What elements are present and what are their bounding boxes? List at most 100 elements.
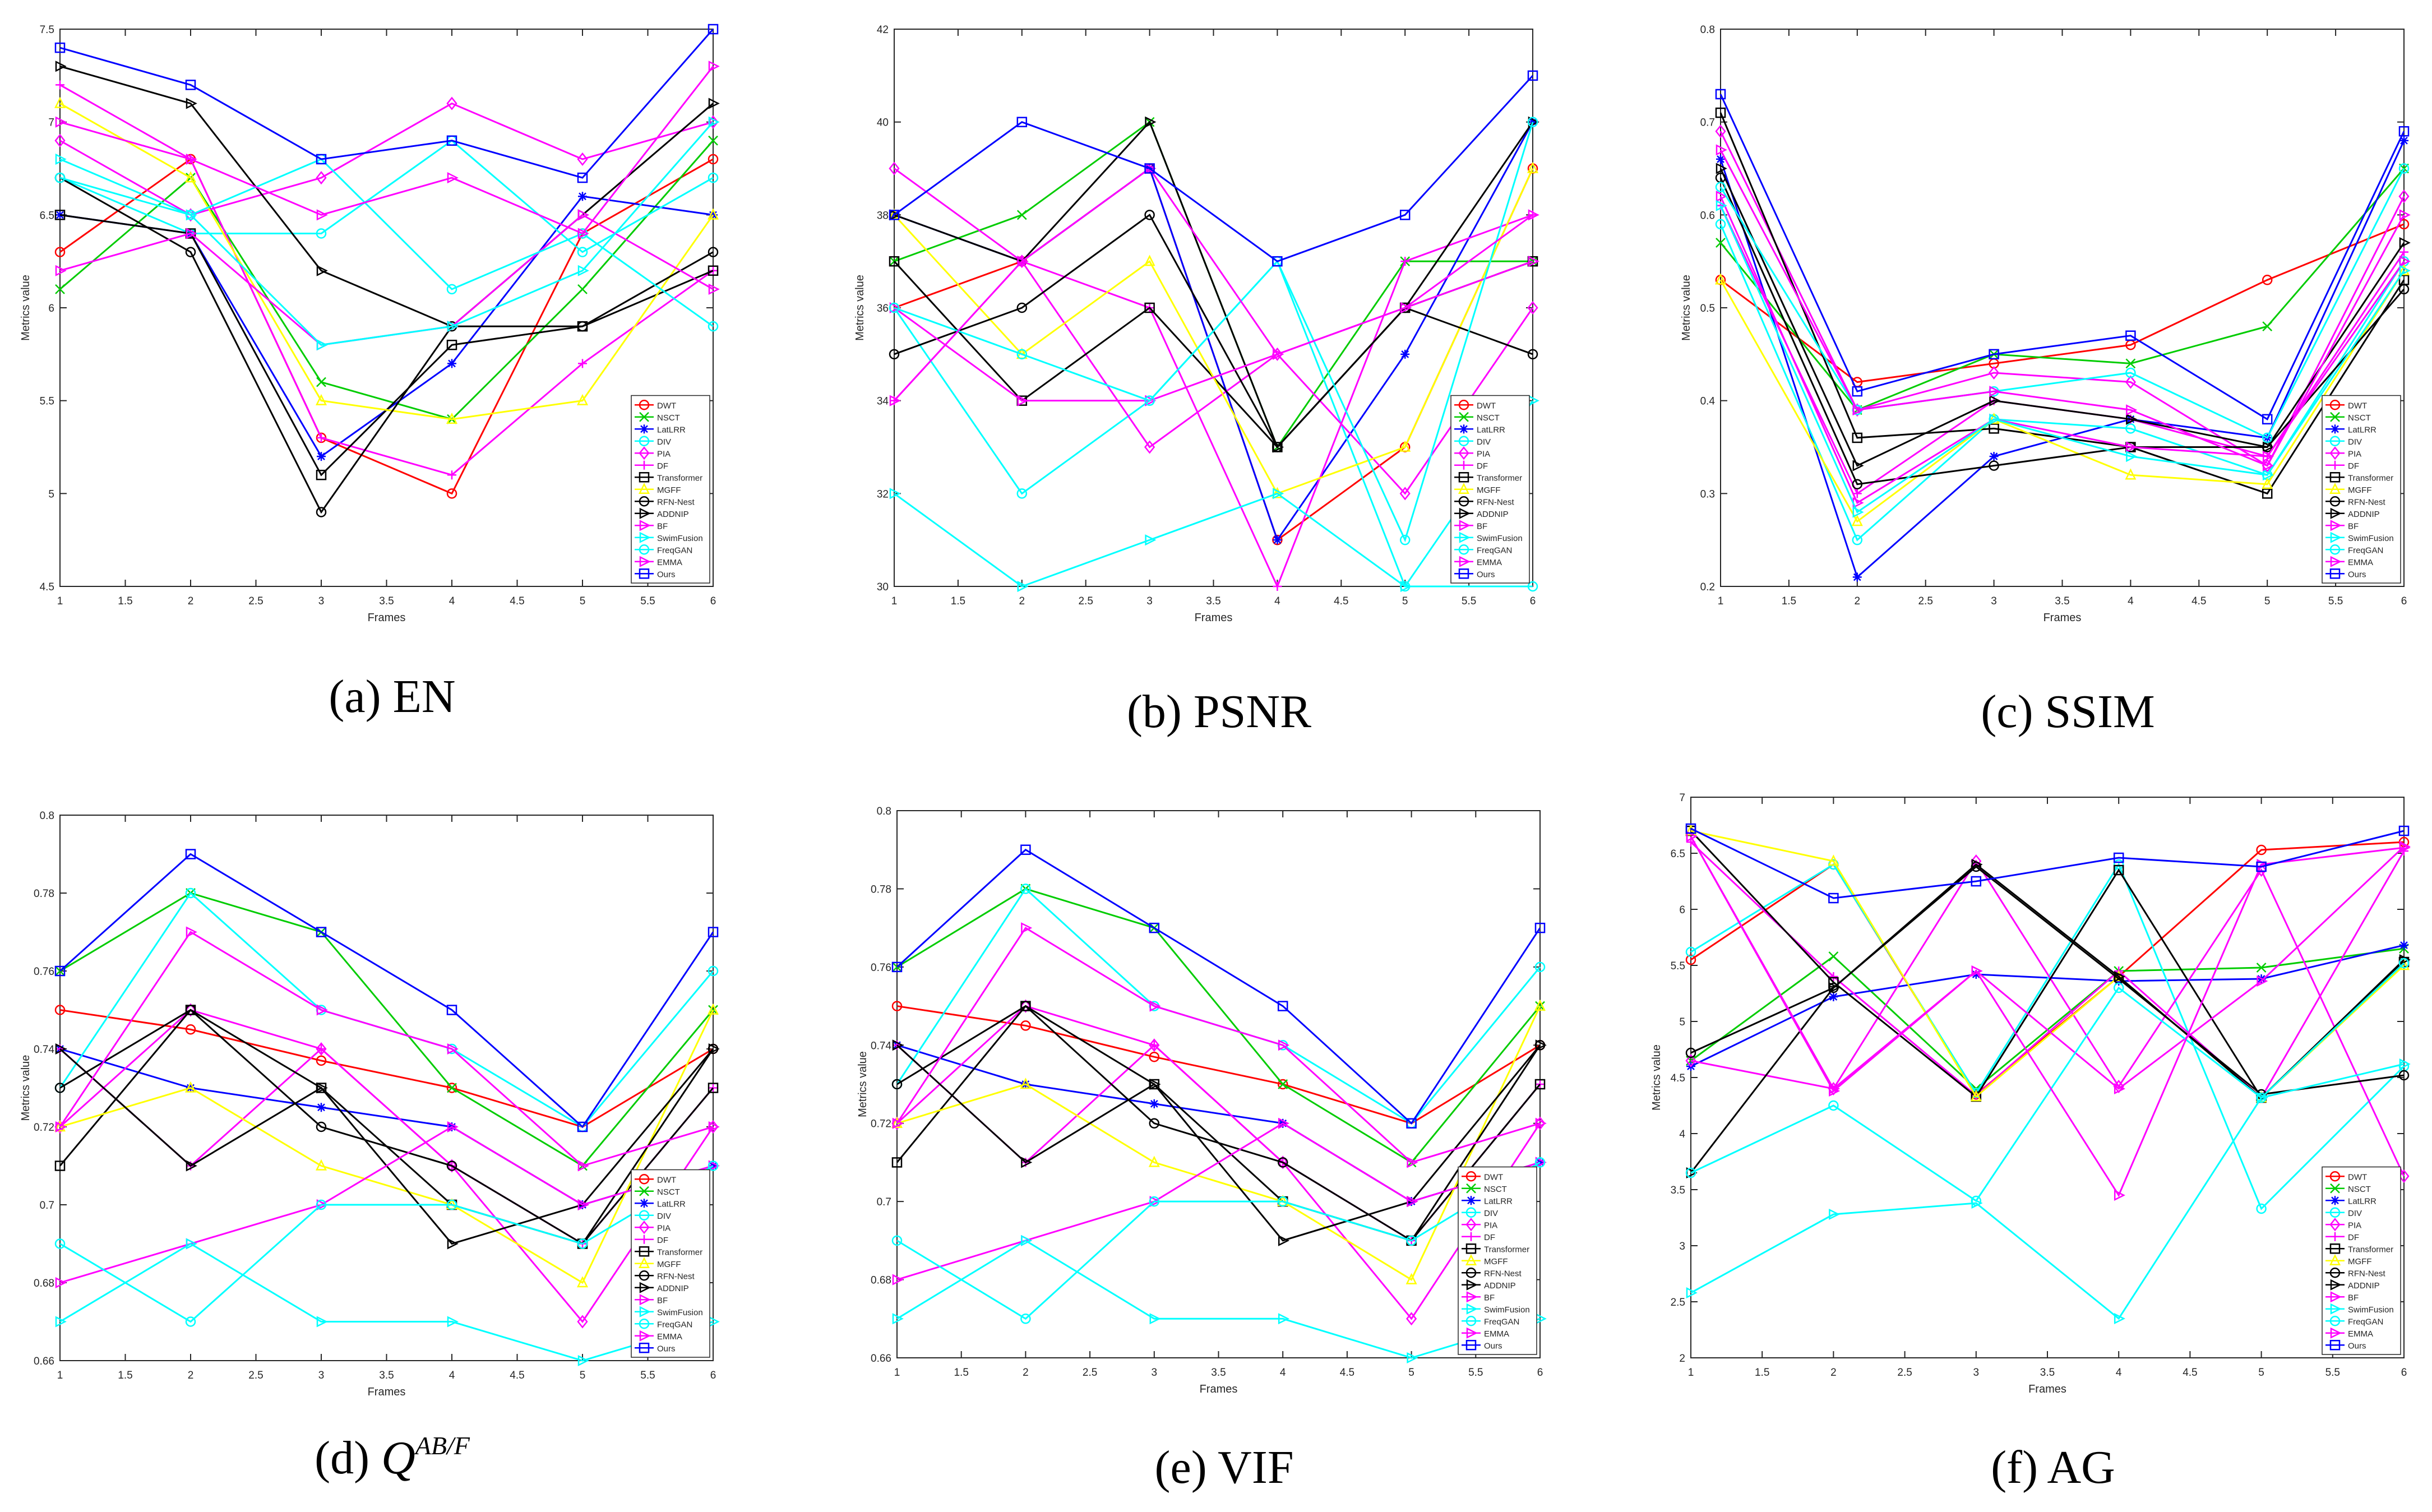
data-point-swimfusion	[447, 1316, 459, 1328]
data-point-mgff	[707, 208, 719, 220]
legend-entry: FreqGAN	[2348, 545, 2383, 555]
legend-entry: MGFF	[1484, 1257, 1508, 1266]
y-tick-label: 0.66	[871, 1353, 891, 1365]
data-point-addnip	[1716, 163, 1727, 174]
legend-marker	[1465, 1243, 1477, 1254]
data-point-nsct	[2125, 358, 2136, 369]
legend-marker	[639, 1282, 651, 1293]
data-point-emma	[2399, 841, 2411, 854]
y-tick-label: 6.5	[1671, 848, 1685, 860]
data-point-latlrr	[317, 452, 326, 461]
series-line-emma	[893, 167, 1533, 401]
data-point-emma	[1716, 144, 1727, 156]
legend-marker	[2330, 1279, 2342, 1291]
data-point-pia	[577, 152, 588, 166]
legend-entry: Ours	[1477, 570, 1495, 579]
data-point-swimfusion	[2114, 1312, 2125, 1325]
legend-entry: EMMA	[1484, 1329, 1509, 1339]
data-point-latlrr	[1971, 970, 1981, 979]
data-point-swimfusion	[577, 1354, 589, 1367]
y-tick-label: 36	[877, 303, 889, 315]
y-tick-label: 4.5	[1671, 1072, 1685, 1084]
data-point-rfn-nest	[1016, 302, 1028, 313]
x-tick-label: 2.5	[248, 1370, 263, 1381]
x-tick-label: 1.5	[1782, 595, 1796, 607]
legend-marker	[639, 411, 649, 422]
data-point-df	[317, 433, 326, 442]
legend-marker	[2331, 1232, 2339, 1241]
y-tick-label: 7	[1679, 792, 1685, 804]
data-point-div	[708, 965, 719, 977]
x-tick-label: 3	[318, 595, 325, 607]
data-point-latlrr	[578, 192, 587, 201]
legend: DWT NSCT LatLRR DIV PIA DF Transformer MGFF RFN-…	[631, 395, 710, 584]
data-point-bf	[2257, 975, 2268, 987]
series-line-ours	[1719, 94, 2405, 420]
data-point-swimfusion	[1149, 1313, 1161, 1325]
data-point-swimfusion	[1407, 1352, 1418, 1364]
data-point-freqgan	[708, 1160, 719, 1171]
legend-marker	[639, 1319, 650, 1329]
data-point-mgff	[1527, 161, 1539, 173]
panel-caption: (d) QAB/F	[315, 1431, 470, 1484]
legend-entry: Ours	[1484, 1341, 1502, 1351]
data-point-ours	[2398, 126, 2410, 137]
data-point-latlrr	[2399, 941, 2408, 950]
data-point-mgff	[1970, 1090, 1982, 1102]
data-point-freqgan	[1527, 117, 1538, 127]
data-point-transformer	[1852, 432, 1863, 443]
y-tick-label: 0.5	[1700, 303, 1715, 315]
x-tick-label: 2	[1830, 1367, 1837, 1379]
x-tick-label: 5.5	[640, 595, 655, 607]
legend-marker	[2329, 1218, 2341, 1232]
data-point-mgff	[576, 1276, 589, 1288]
data-point-swimfusion	[2126, 451, 2138, 463]
data-point-freqgan	[1149, 1196, 1160, 1207]
legend-entry: FreqGAN	[657, 1320, 692, 1329]
data-point-div	[1527, 581, 1538, 592]
legend-marker	[1459, 531, 1471, 543]
y-tick-label: 3.5	[1671, 1185, 1685, 1196]
data-point-swimfusion	[892, 1313, 904, 1325]
legend-entry: EMMA	[2348, 558, 2373, 567]
legend-entry: NSCT	[657, 1187, 680, 1197]
data-point-addnip	[1829, 982, 1841, 994]
data-point-emma	[1021, 922, 1033, 934]
data-point-ours	[1272, 256, 1283, 267]
data-point-ours	[2398, 825, 2410, 836]
data-point-emma	[2399, 209, 2411, 221]
data-point-freqgan	[316, 1199, 327, 1210]
data-point-rfn-nest	[1852, 479, 1863, 490]
data-point-ours	[2262, 414, 2273, 425]
y-tick-label: 0.2	[1700, 581, 1715, 593]
data-point-ours	[1971, 876, 1982, 887]
legend-entry: ADDNIP	[657, 510, 689, 519]
series-line-ours	[1690, 827, 2405, 899]
data-point-swimfusion	[577, 265, 589, 276]
y-tick-label: 0.7	[1700, 117, 1715, 129]
legend-marker	[1459, 424, 1468, 434]
x-tick-label: 6	[710, 1370, 716, 1381]
legend-entry: MGFF	[2348, 485, 2372, 495]
data-point-nsct	[1716, 238, 1726, 248]
data-point-emma	[447, 1043, 459, 1055]
data-point-emma	[55, 116, 67, 128]
data-point-div	[316, 228, 327, 239]
data-point-pia	[54, 133, 66, 147]
legend-entry: DIV	[657, 1212, 671, 1221]
y-tick-label: 40	[877, 117, 889, 129]
legend-entry: BF	[657, 1296, 668, 1305]
x-tick-label: 5	[1408, 1367, 1414, 1379]
x-tick-label: 1	[1718, 595, 1724, 607]
data-point-rfn-nest	[446, 1160, 457, 1171]
legend-entry: DWT	[2348, 1172, 2367, 1182]
x-tick-label: 3	[1973, 1367, 1980, 1379]
legend-marker	[1465, 1340, 1477, 1351]
legend-entry: DWT	[2348, 401, 2367, 410]
series-line-dwt	[1690, 841, 2405, 1096]
data-point-swimfusion	[889, 488, 901, 500]
data-point-addnip	[186, 98, 197, 109]
data-point-pia	[1149, 1038, 1160, 1052]
series-line-mgff	[1719, 270, 2405, 523]
data-point-emma	[447, 172, 459, 184]
